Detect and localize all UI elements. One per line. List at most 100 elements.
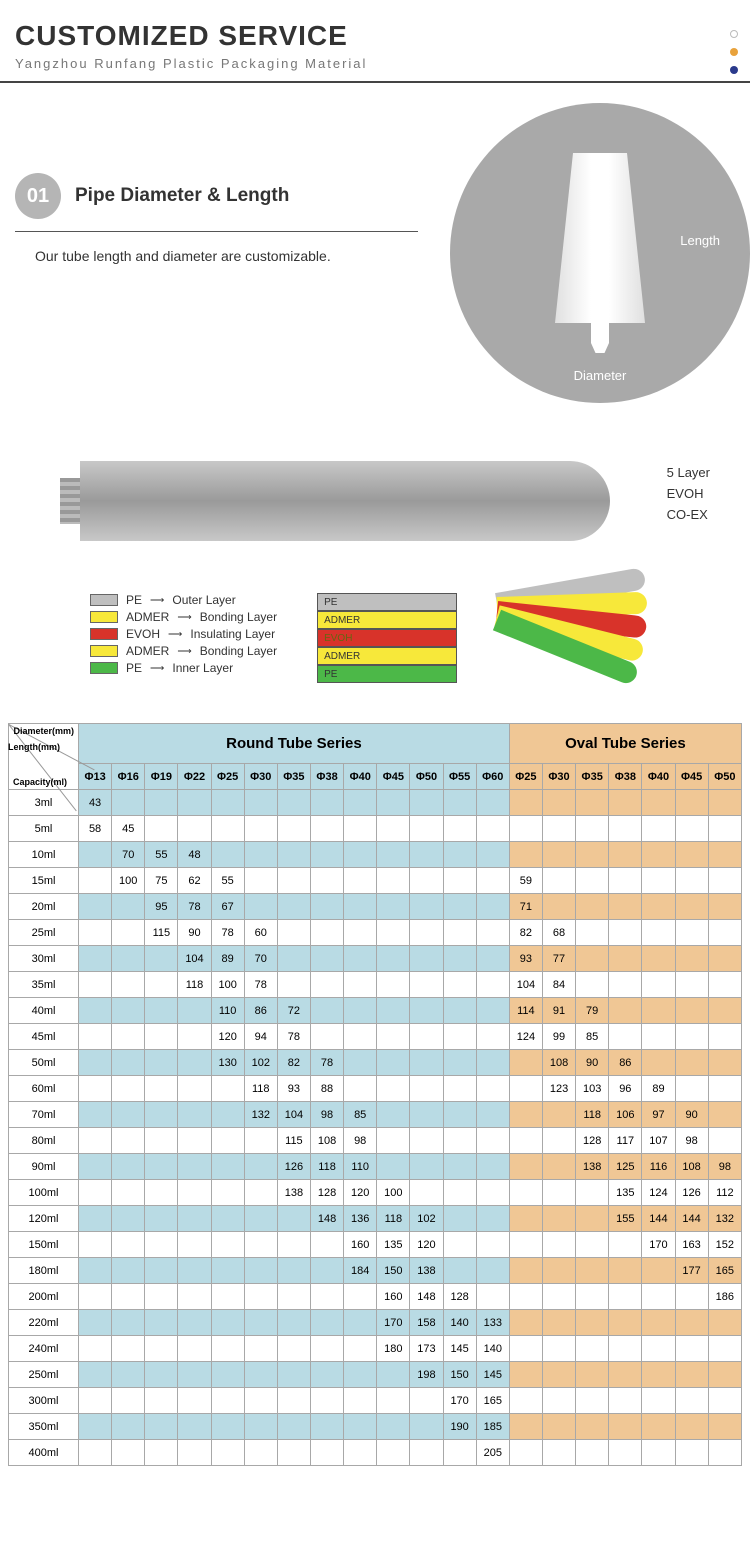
data-cell: 79 [576,998,609,1024]
data-cell: 124 [509,1024,542,1050]
data-cell: 58 [79,816,112,842]
data-cell [211,1128,244,1154]
legend-name: PE [126,661,142,675]
data-cell [344,842,377,868]
col-header: Φ50 [708,764,741,790]
data-cell [642,998,675,1024]
data-cell [410,1102,443,1128]
arrow-icon: ⟶ [177,646,191,657]
data-cell [542,1128,575,1154]
oval-series-header: Oval Tube Series [509,724,741,764]
data-cell [708,1102,741,1128]
data-cell [79,894,112,920]
data-cell: 170 [377,1310,410,1336]
capacity-cell: 220ml [9,1310,79,1336]
data-cell [79,1076,112,1102]
data-cell: 99 [542,1024,575,1050]
data-cell [79,1414,112,1440]
data-cell [410,998,443,1024]
data-cell: 102 [410,1206,443,1232]
data-cell [79,946,112,972]
data-cell [112,1050,145,1076]
data-cell [244,1440,277,1466]
data-cell [145,1050,178,1076]
dot-icon [730,48,738,56]
data-cell [310,894,343,920]
data-cell [344,1362,377,1388]
data-cell [377,1128,410,1154]
data-cell [708,1128,741,1154]
tube-body-icon [80,461,610,541]
data-cell [145,998,178,1024]
data-cell [542,1284,575,1310]
data-cell: 163 [675,1232,708,1258]
table-row: 180ml184150138177165 [9,1258,742,1284]
capacity-cell: 200ml [9,1284,79,1310]
data-cell [211,1440,244,1466]
data-cell: 112 [708,1180,741,1206]
tube-illustration-circle: Length Diameter [450,103,750,403]
data-cell [310,1232,343,1258]
table-row: 400ml205 [9,1440,742,1466]
data-cell [244,842,277,868]
data-cell [244,1180,277,1206]
data-cell [310,790,343,816]
data-cell [542,1362,575,1388]
legend-role: Outer Layer [172,593,235,607]
data-cell [377,1076,410,1102]
data-cell [377,972,410,998]
data-cell [642,1414,675,1440]
data-cell [443,1050,476,1076]
data-cell [178,1310,211,1336]
data-cell [675,1440,708,1466]
data-cell [112,1258,145,1284]
data-cell [476,946,509,972]
data-cell: 138 [277,1180,310,1206]
data-cell: 85 [344,1102,377,1128]
data-cell: 145 [476,1362,509,1388]
data-cell [642,1258,675,1284]
data-cell [708,1076,741,1102]
data-cell: 120 [410,1232,443,1258]
data-cell: 78 [178,894,211,920]
data-cell: 86 [244,998,277,1024]
data-cell [244,816,277,842]
layer-legend: PE⟶Outer LayerADMER⟶Bonding LayerEVOH⟶In… [90,593,277,678]
data-cell: 82 [277,1050,310,1076]
corner-label: Diameter(mm) [13,726,74,736]
data-cell [708,1414,741,1440]
data-cell: 150 [443,1362,476,1388]
data-cell [211,1206,244,1232]
data-cell [377,1102,410,1128]
data-cell [476,1024,509,1050]
side-label: EVOH [667,484,710,505]
data-cell [377,816,410,842]
data-cell [576,1310,609,1336]
data-cell [576,894,609,920]
data-cell [542,894,575,920]
data-cell [244,1128,277,1154]
data-cell [443,1206,476,1232]
data-cell [244,894,277,920]
data-cell [476,1076,509,1102]
data-cell [79,1128,112,1154]
data-cell [542,1102,575,1128]
col-header: Φ22 [178,764,211,790]
corner-label: Capacity(ml) [13,777,67,787]
data-cell [112,1232,145,1258]
data-cell: 118 [576,1102,609,1128]
data-cell [642,1440,675,1466]
legend-row: ADMER⟶Bonding Layer [90,644,277,658]
data-cell [79,1232,112,1258]
table-row: 70ml13210498851181069790 [9,1102,742,1128]
data-cell [642,816,675,842]
data-cell [112,1128,145,1154]
data-cell: 90 [675,1102,708,1128]
data-cell: 138 [410,1258,443,1284]
data-cell [112,1206,145,1232]
data-cell: 93 [509,946,542,972]
data-cell: 85 [576,1024,609,1050]
diameter-label: Diameter [574,368,627,383]
table-row: 240ml180173145140 [9,1336,742,1362]
data-cell: 78 [211,920,244,946]
